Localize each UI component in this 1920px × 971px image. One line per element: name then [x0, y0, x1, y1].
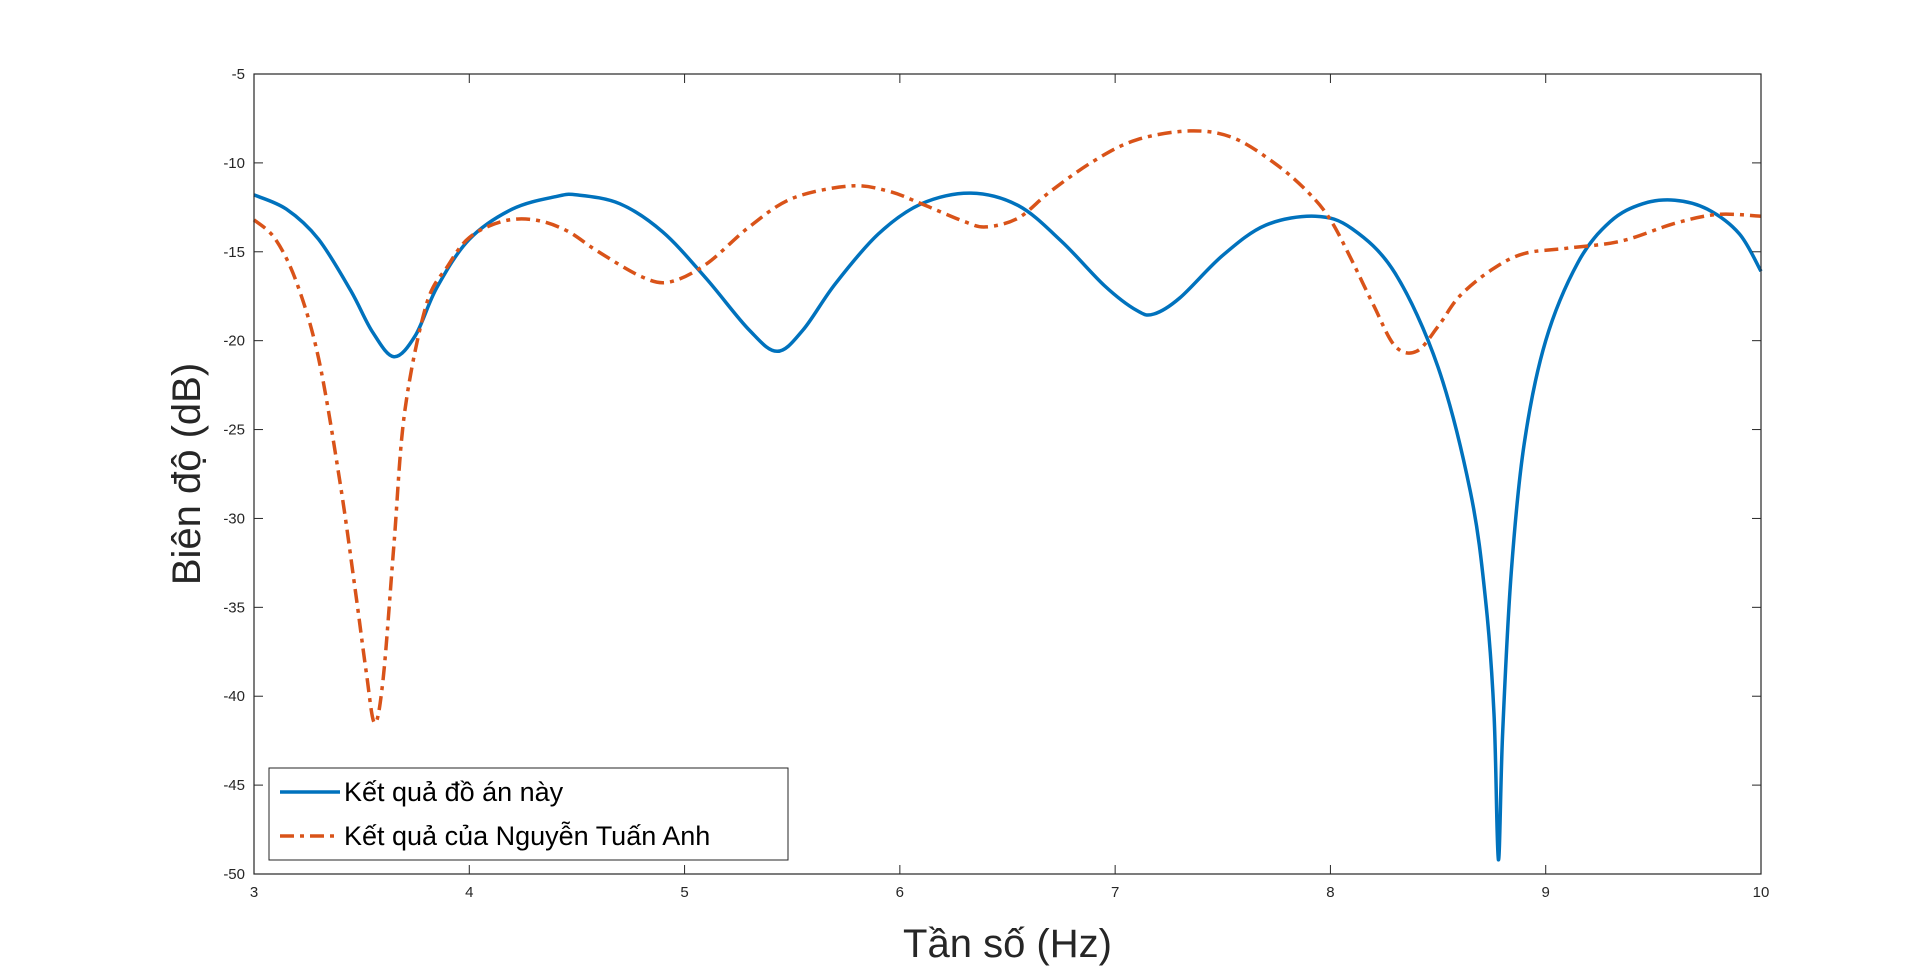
x-tick-label: 8: [1326, 884, 1334, 901]
x-tick-label: 6: [896, 884, 904, 901]
x-tick-label: 3: [250, 884, 258, 901]
x-axis-title: Tần số (Hz): [903, 922, 1112, 966]
y-tick-label: -25: [223, 422, 245, 439]
legend-label-kq-do-an: Kết quả đồ án này: [344, 777, 564, 807]
y-tick-label: -20: [223, 333, 245, 350]
legend-box: [268, 767, 789, 861]
x-tick-label: 9: [1542, 884, 1550, 901]
plot-background: [254, 74, 1761, 874]
x-tick-label: 10: [1753, 884, 1770, 901]
series-line-kq-nguyen-tuan-anh: [252, 129, 1762, 725]
y-tick-label: -50: [223, 866, 245, 883]
y-tick-label: -5: [232, 66, 245, 83]
series-layer: [252, 129, 1763, 862]
y-tick-label: -30: [223, 510, 245, 527]
y-tick-label: -45: [223, 777, 245, 794]
series-line-kq-do-an: [253, 191, 1763, 862]
legend-label-kq-nguyen-tuan-anh: Kết quả của Nguyễn Tuấn Anh: [344, 820, 710, 851]
y-tick-label: -35: [223, 599, 245, 616]
legend: Kết quả đồ án này Kết quả của Nguyễn Tuấ…: [268, 767, 789, 861]
y-tick-label: -15: [223, 244, 245, 261]
y-tick-label: -40: [223, 688, 245, 705]
y-tick-label: -10: [223, 155, 245, 172]
y-axis-title: Biên độ (dB): [165, 363, 209, 585]
plot-frame: [253, 73, 1762, 875]
x-tick-label: 7: [1111, 884, 1119, 901]
x-tick-label: 5: [680, 884, 688, 901]
x-tick-label: 4: [465, 884, 473, 901]
